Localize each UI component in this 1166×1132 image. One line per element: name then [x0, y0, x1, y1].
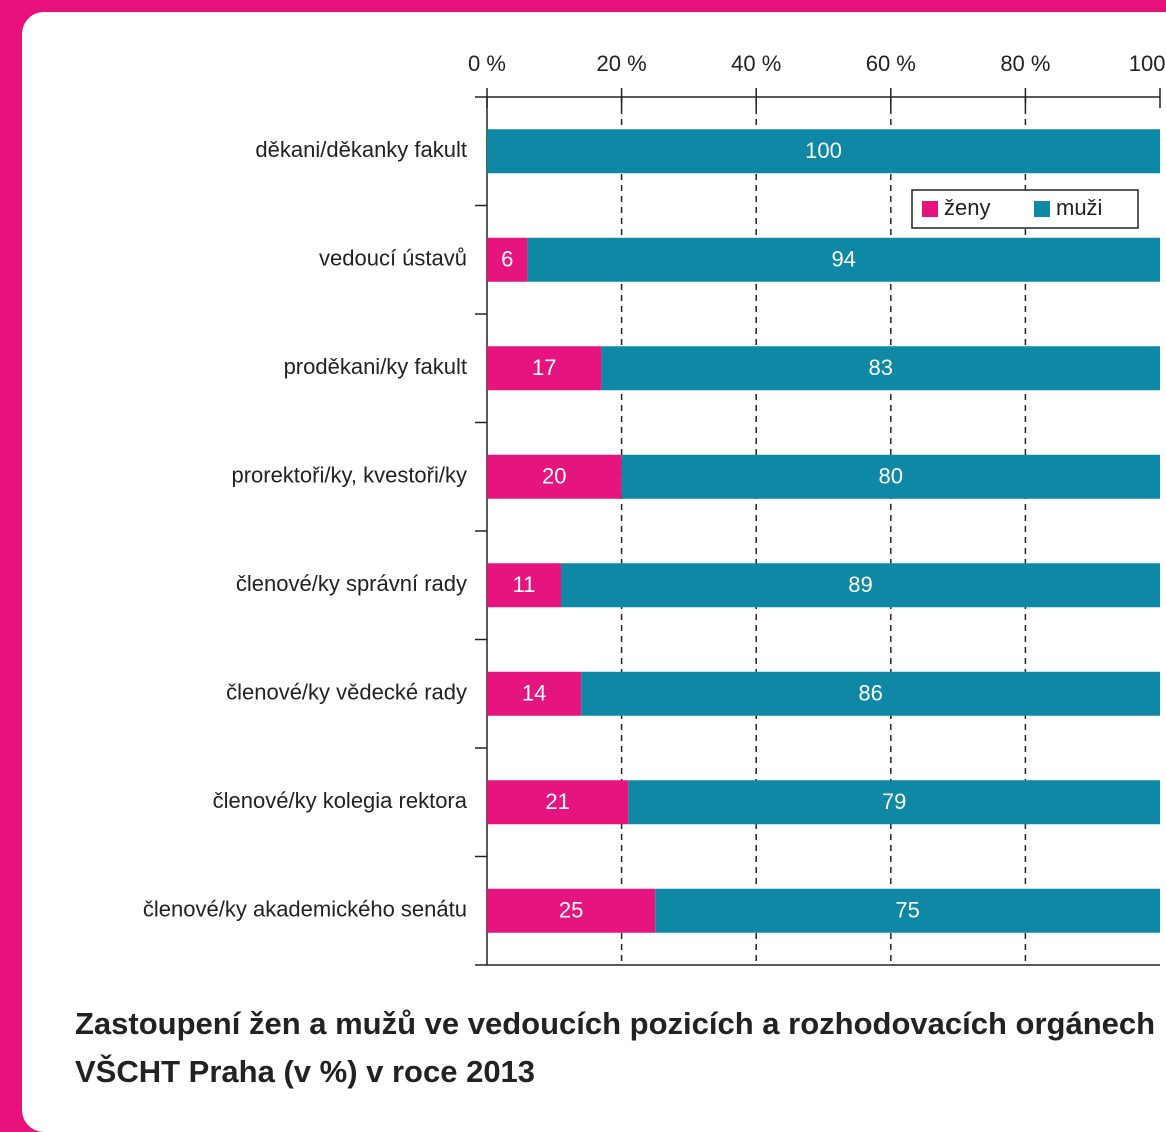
x-tick-label: 80 % [1000, 51, 1050, 76]
legend-swatch [922, 201, 938, 217]
data-label: 83 [868, 355, 892, 380]
data-label: 89 [848, 572, 872, 597]
data-label: 20 [542, 464, 566, 489]
chart: 0 % 20 % 40 % 60 % 80 % 100 % děkani/děkanky f… [143, 51, 1166, 966]
bar-segment [561, 563, 1160, 608]
y-tick-label: členové/ky správní rady [236, 571, 467, 596]
x-tick-label: 0 % [468, 51, 506, 76]
data-label: 86 [858, 681, 882, 706]
page: 0 % 20 % 40 % 60 % 80 % 100 % děkani/děkanky f… [22, 12, 1166, 1132]
bar-segment [487, 888, 656, 933]
bar-segment [487, 454, 622, 499]
legend-box [911, 189, 1139, 229]
data-label: 21 [545, 789, 569, 814]
data-label: 75 [895, 898, 919, 923]
x-tick-label: 40 % [731, 51, 781, 76]
x-tick-label: 20 % [597, 51, 647, 76]
x-tick-label: 100 % [1129, 51, 1166, 76]
data-label: 25 [559, 898, 583, 923]
data-label: 14 [522, 681, 546, 706]
bar-segment [487, 346, 602, 391]
bar-segment [655, 888, 1160, 933]
bar-segment [621, 454, 1160, 499]
y-tick-label: členové/ky vědecké rady [226, 680, 467, 705]
y-tick-label: členové/ky akademického senátu [143, 897, 467, 922]
chart-title: Zastoupení žen a mužů ve vedoucích pozic… [75, 1006, 1156, 1089]
data-label: 6 [501, 247, 513, 272]
bar-segment [527, 237, 1160, 282]
bar-segment [487, 780, 629, 825]
bar-segment [487, 671, 582, 716]
data-label: 100 [805, 138, 842, 163]
y-tick-label: prorektoři/ky, kvestoři/ky [231, 463, 467, 488]
data-label: 11 [513, 572, 536, 597]
bar-segment [601, 346, 1160, 391]
x-tick-label: 60 % [866, 51, 916, 76]
legend-swatch [1034, 201, 1050, 217]
legend-label: muži [1056, 195, 1102, 220]
y-tick-label: děkani/děkanky fakult [255, 137, 467, 162]
bar-segment [487, 129, 1160, 174]
bar-segment [487, 563, 562, 608]
bar-segment [581, 671, 1160, 716]
data-label: 79 [882, 789, 906, 814]
data-label: 80 [879, 464, 903, 489]
data-label: 94 [831, 247, 855, 272]
y-tick-label: vedoucí ústavů [319, 246, 467, 271]
y-tick-label: členové/ky kolegia rektora [213, 788, 468, 813]
bar-segment [628, 780, 1160, 825]
y-tick-label: proděkani/ky fakult [284, 354, 467, 379]
legend-label: ženy [944, 195, 990, 220]
bar-segment [487, 237, 528, 282]
data-label: 17 [532, 355, 556, 380]
